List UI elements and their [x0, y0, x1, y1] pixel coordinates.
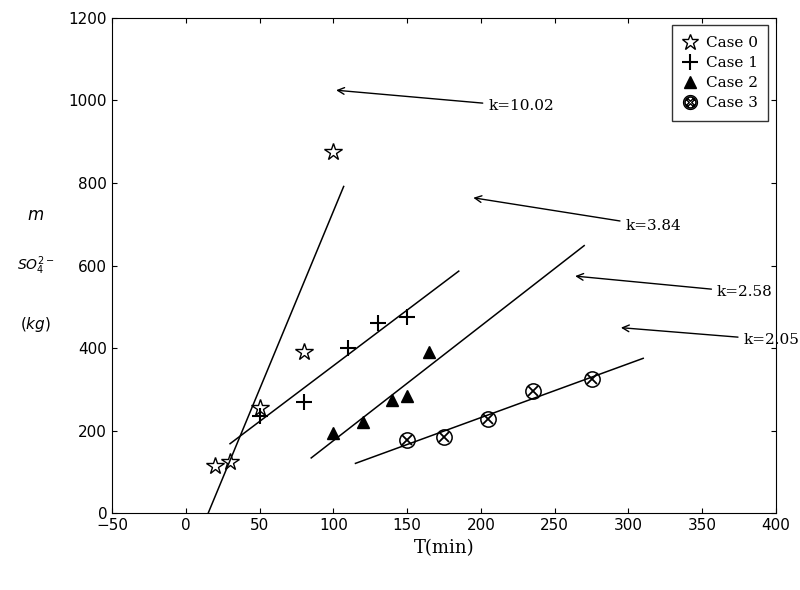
Line: Case 1: Case 1: [251, 309, 415, 425]
Case 2: [329, 430, 338, 437]
Case 2: [387, 396, 397, 404]
Text: $SO_4^{2-}$: $SO_4^{2-}$: [17, 254, 54, 277]
Case 0: [299, 349, 309, 356]
Case 1: [402, 314, 412, 321]
Case 1: [343, 345, 353, 352]
Text: k=2.58: k=2.58: [577, 274, 773, 299]
Case 0: [226, 458, 235, 465]
Line: Case 2: Case 2: [327, 346, 435, 439]
Text: k=10.02: k=10.02: [338, 88, 554, 113]
Case 2: [358, 419, 368, 426]
Legend: Case 0, Case 1, Case 2, Case 3: Case 0, Case 1, Case 2, Case 3: [672, 25, 768, 121]
X-axis label: T(min): T(min): [414, 539, 474, 557]
Case 1: [254, 413, 264, 420]
Case 1: [373, 320, 382, 327]
Text: $(kg)$: $(kg)$: [20, 316, 51, 335]
Text: $m$: $m$: [27, 208, 44, 224]
Case 2: [402, 392, 412, 399]
Text: k=3.84: k=3.84: [475, 196, 682, 233]
Case 2: [425, 349, 434, 356]
Case 0: [329, 149, 338, 156]
Case 0: [210, 463, 220, 470]
Case 1: [299, 398, 309, 405]
Case 0: [254, 405, 264, 412]
Text: k=2.05: k=2.05: [622, 325, 799, 347]
Line: Case 0: Case 0: [206, 143, 342, 475]
